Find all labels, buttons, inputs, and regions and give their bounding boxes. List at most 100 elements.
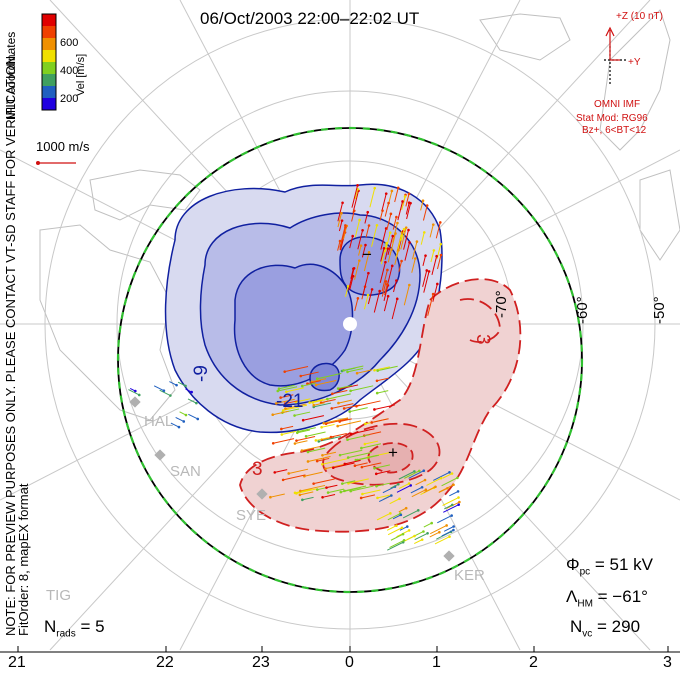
velocity-vector-origin <box>399 513 403 517</box>
velocity-vector-origin <box>386 268 389 272</box>
velocity-vector <box>350 485 374 492</box>
velocity-vector <box>333 462 355 469</box>
velocity-vector <box>423 486 436 494</box>
velocity-vector <box>362 489 381 495</box>
velocity-vector-origin <box>424 488 428 491</box>
velocity-vector-origin <box>395 279 398 282</box>
velocity-vector <box>338 384 353 390</box>
velocity-vector <box>378 495 392 503</box>
velocity-vector <box>358 245 362 256</box>
velocity-vector <box>405 193 410 207</box>
velocity-vector-origin <box>184 384 187 388</box>
velocity-vector <box>389 498 400 505</box>
velocity-vector <box>415 479 426 486</box>
velocity-vector-origin <box>314 383 318 387</box>
velocity-vector-origin <box>416 509 420 512</box>
velocity-vector-origin <box>425 204 429 207</box>
velocity-vector-origin <box>422 530 425 533</box>
velocity-vector <box>347 367 364 373</box>
velocity-vector-origin <box>273 471 277 474</box>
station-sye: SYE <box>236 507 267 524</box>
velocity-vector-origin <box>360 446 363 450</box>
velocity-vector-origin <box>326 397 329 401</box>
velocity-vector <box>296 488 318 494</box>
imf-clock <box>604 26 628 84</box>
velocity-vector-origin <box>445 524 448 527</box>
velocity-vector <box>281 430 296 436</box>
velocity-vector-origin <box>439 253 443 257</box>
velocity-vector-origin <box>298 493 302 497</box>
velocity-vector <box>377 365 398 372</box>
velocity-vector-origin <box>293 414 296 417</box>
velocity-vector <box>276 398 295 404</box>
imf-y-label: +Y <box>628 57 641 68</box>
velocity-vector-origin <box>330 407 334 410</box>
velocity-vector <box>423 522 432 528</box>
velocity-vector-origin <box>312 403 316 407</box>
velocity-vector <box>283 474 306 481</box>
velocity-vector <box>362 273 369 296</box>
velocity-vector <box>285 400 298 405</box>
velocity-vector <box>322 458 348 465</box>
velocity-vector-origin <box>366 293 370 297</box>
velocity-vector <box>313 402 325 406</box>
velocity-vector-origin <box>395 297 399 301</box>
velocity-vector-origin <box>456 490 460 493</box>
velocity-vector <box>349 407 368 413</box>
velocity-vector-origin <box>402 227 406 231</box>
velocity-vector-origin <box>373 466 376 470</box>
mlt-axis-label-3: 3 <box>663 654 672 671</box>
velocity-vector-origin <box>358 259 361 262</box>
velocity-vector-origin <box>367 271 370 275</box>
velocity-vector-origin <box>304 435 308 438</box>
velocity-vector <box>343 365 364 371</box>
velocity-vector <box>302 382 316 387</box>
coordinates-label: MLT coordinates <box>4 31 18 120</box>
velocity-vector-origin <box>386 247 390 250</box>
velocity-vector-origin <box>321 453 324 457</box>
velocity-vector-origin <box>425 269 429 272</box>
velocity-vector-origin <box>359 496 363 500</box>
velocity-vector <box>350 268 354 279</box>
velocity-vector <box>303 415 325 421</box>
velocity-vector <box>128 389 140 396</box>
velocity-vector-origin <box>456 476 459 480</box>
velocity-vector-origin <box>341 201 344 205</box>
mlt-axis-label-22: 22 <box>156 654 174 671</box>
velocity-vector-origin <box>182 420 186 423</box>
velocity-vector-origin <box>413 470 416 473</box>
velocity-vector <box>361 443 382 449</box>
velocity-vector <box>363 252 370 272</box>
velocity-vector <box>399 526 408 531</box>
fit-order: FitOrder: 8, mapEX format <box>16 483 31 636</box>
velocity-vector-origin <box>346 285 350 288</box>
velocity-vector-origin <box>396 221 399 225</box>
velocity-vector-origin <box>344 224 347 227</box>
velocity-vector-origin <box>427 270 431 273</box>
velocity-vector <box>363 294 369 310</box>
velocity-vector <box>398 507 407 513</box>
velocity-vector <box>323 417 349 424</box>
velocity-vector-origin <box>426 531 429 535</box>
velocity-vector-origin <box>300 384 304 388</box>
velocity-vector <box>429 224 434 238</box>
velocity-vector <box>337 213 342 228</box>
velocity-vector-origin <box>375 484 378 488</box>
velocity-vector <box>354 260 360 280</box>
cross-polar-potential: Φpc = 51 kV <box>566 555 653 578</box>
velocity-vector-origin <box>389 512 392 515</box>
velocity-vector <box>408 470 424 479</box>
velocity-vector <box>284 365 309 373</box>
velocity-vector <box>410 486 423 494</box>
velocity-vector-origin <box>390 264 394 268</box>
stat-model-condition: Bz+, 6<BT<12 <box>582 125 647 136</box>
velocity-vector-origin <box>384 280 388 283</box>
velocity-vector-origin <box>375 379 379 383</box>
latitude-label-70: -70° <box>493 290 510 318</box>
velocity-vector-origin <box>413 257 417 260</box>
velocity-vector-origin <box>422 469 426 473</box>
velocity-vector-origin <box>397 482 400 486</box>
velocity-vector-origin <box>431 223 435 226</box>
colorbar-tick-200: 200 <box>60 93 79 105</box>
